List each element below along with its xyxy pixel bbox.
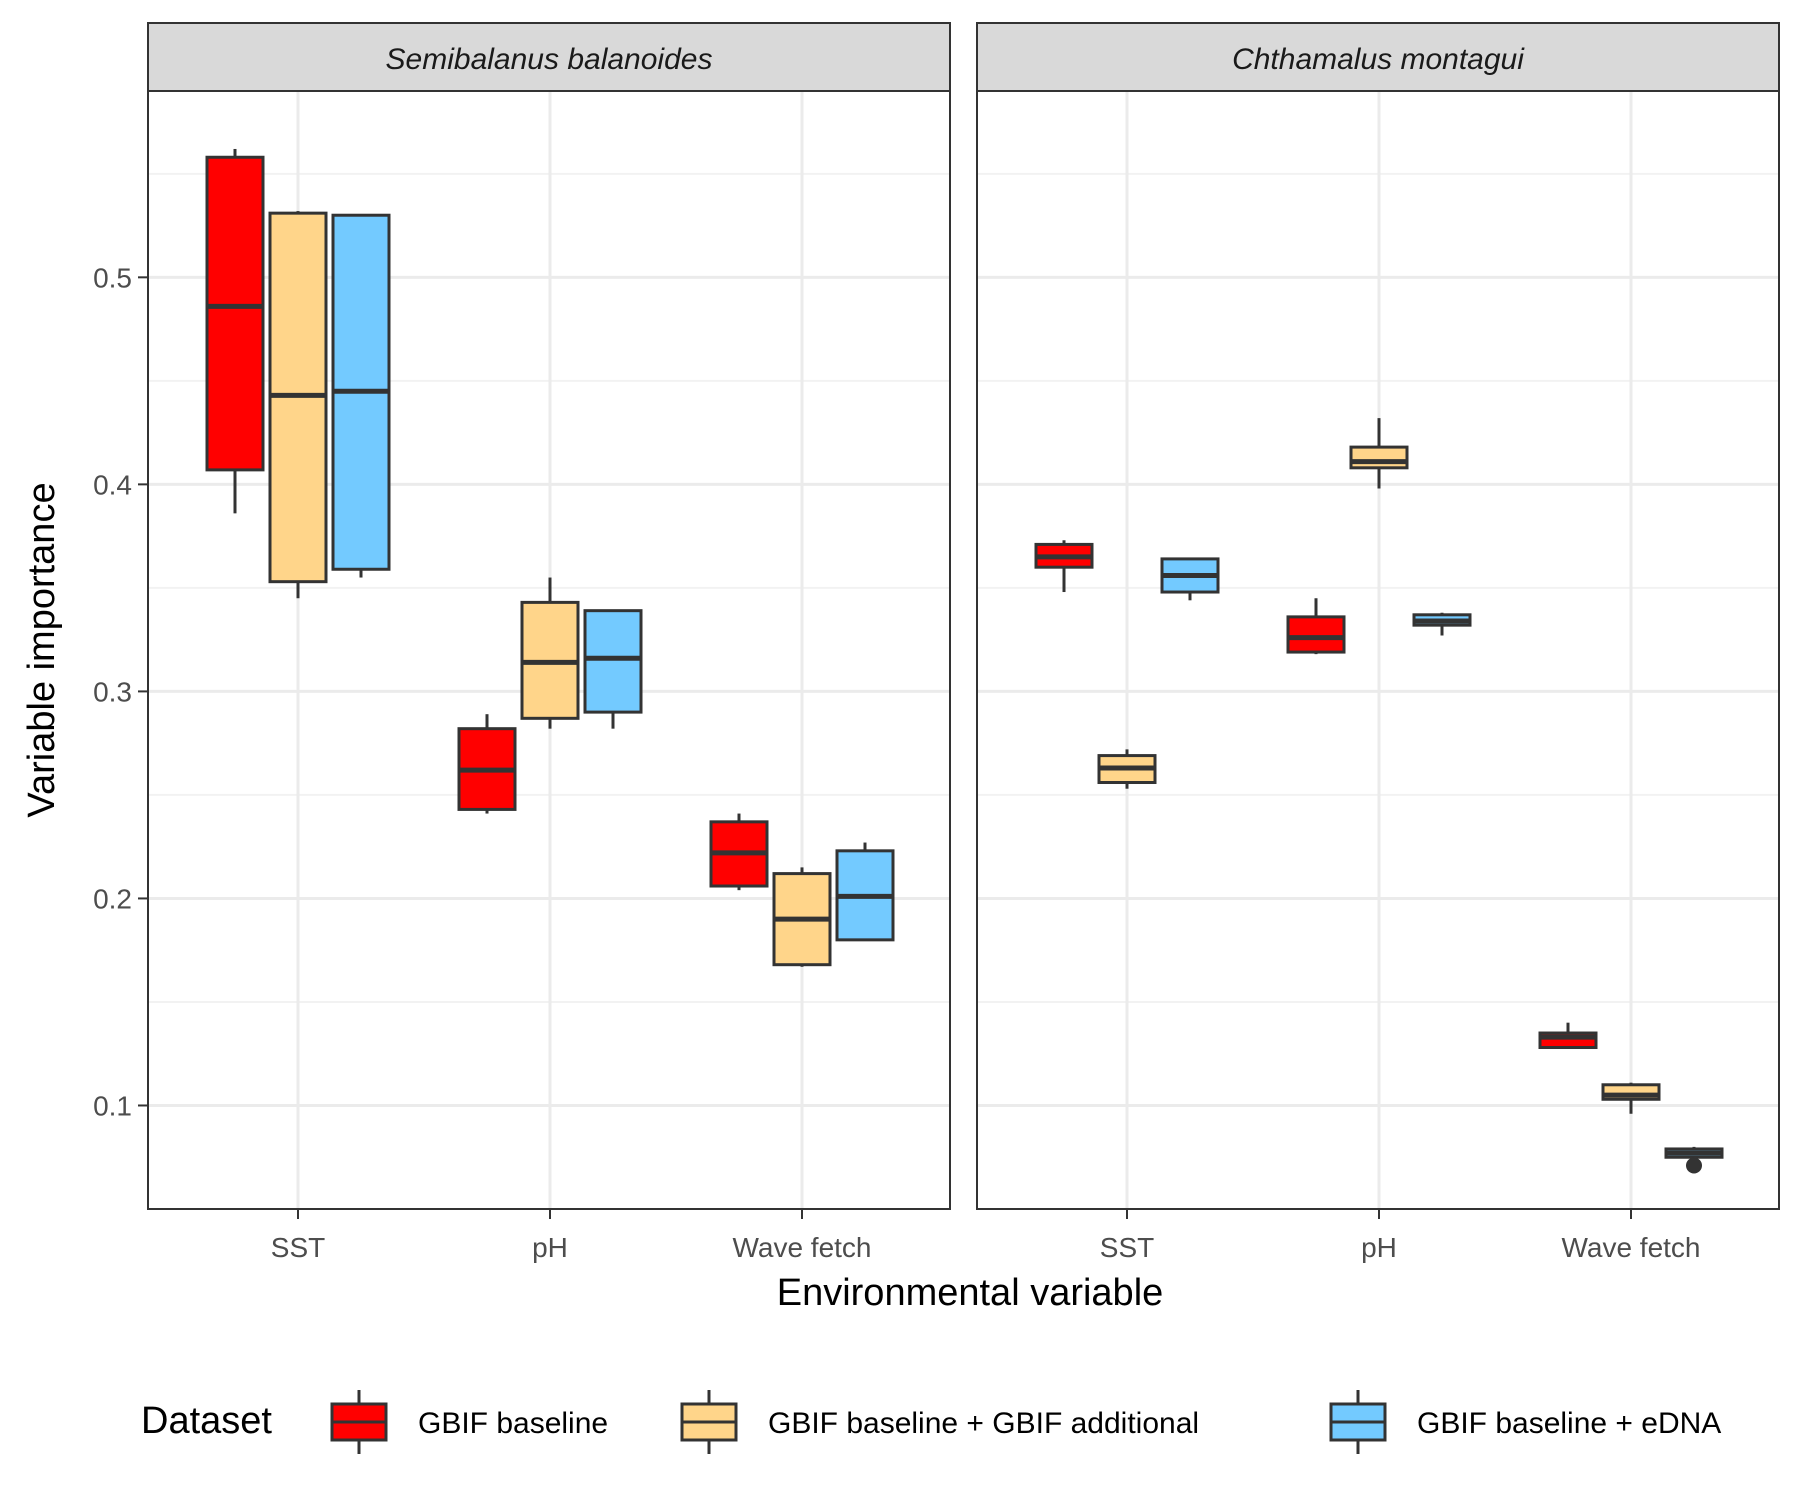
y-axis-title: Variable importance <box>21 482 63 817</box>
legend-entry-3: GBIF baseline + eDNA <box>1329 1390 1721 1454</box>
legend-label: GBIF baseline + GBIF additional <box>768 1407 1199 1440</box>
y-tick-label: 0.1 <box>93 1090 132 1121</box>
x-tick-label: SST <box>271 1232 325 1263</box>
y-tick-label: 0.5 <box>93 262 132 293</box>
box-wave-fetch-dataset-1 <box>1538 1022 1598 1050</box>
box-ph-dataset-3 <box>1412 612 1472 636</box>
box-ph-dataset-1 <box>457 714 517 814</box>
box-body <box>1286 615 1346 654</box>
y-tick-label: 0.2 <box>93 883 132 914</box>
box-body <box>583 609 643 714</box>
box-ph-dataset-1 <box>1286 598 1346 655</box>
box-sst-dataset-1 <box>1034 540 1094 593</box>
box-ph-dataset-3 <box>583 609 643 729</box>
panels-layer: Semibalanus balanoides SST pH Wave fetch 0.1… <box>93 22 1780 1263</box>
box-wave-fetch-dataset-3 <box>1664 1146 1724 1174</box>
x-tick-label: pH <box>1361 1232 1397 1263</box>
box-sst-dataset-2 <box>1097 749 1157 789</box>
box-ph-dataset-2 <box>1349 418 1409 489</box>
box-wave-fetch-dataset-3 <box>835 842 895 942</box>
box-sst-dataset-3 <box>331 213 391 578</box>
x-axis-title: Environmental variable <box>777 1272 1164 1314</box>
legend-label: GBIF baseline + eDNA <box>1417 1407 1721 1440</box>
box-body <box>1349 445 1409 470</box>
panel-strip <box>976 22 1780 92</box>
box-body <box>205 155 265 472</box>
box-wave-fetch-dataset-1 <box>709 813 769 891</box>
legend-label: GBIF baseline <box>418 1407 608 1440</box>
panel-title: Semibalanus balanoides <box>386 43 713 76</box>
legend-entry-2: GBIF baseline + GBIF additional <box>680 1390 1199 1454</box>
legend-title: Dataset <box>141 1400 272 1442</box>
x-tick-label: pH <box>532 1232 568 1263</box>
legend-entry-1: GBIF baseline <box>330 1390 608 1454</box>
box-sst-dataset-3 <box>1160 557 1220 601</box>
x-tick-label: Wave fetch <box>1561 1232 1700 1263</box>
y-tick-label: 0.3 <box>93 676 132 707</box>
box-ph-dataset-2 <box>520 577 580 729</box>
x-tick-label: SST <box>1100 1232 1154 1263</box>
box-wave-fetch-dataset-2 <box>772 867 832 967</box>
panel-2: Chthamalus montagui SST pH Wave fetch <box>976 22 1780 1263</box>
panel-strip <box>147 22 951 92</box>
y-tick-label: 0.4 <box>93 469 132 500</box>
panel-title: Chthamalus montagui <box>1232 43 1525 76</box>
box-wave-fetch-dataset-2 <box>1601 1082 1661 1114</box>
x-tick-label: Wave fetch <box>732 1232 871 1263</box>
box-sst-dataset-1 <box>205 148 265 514</box>
legend: Dataset GBIF baseline GBIF baseline + GBI… <box>141 1390 1721 1454</box>
box-sst-dataset-2 <box>268 211 328 599</box>
outlier-point <box>1686 1157 1702 1174</box>
panel-1: Semibalanus balanoides SST pH Wave fetch 0.1… <box>93 22 951 1263</box>
